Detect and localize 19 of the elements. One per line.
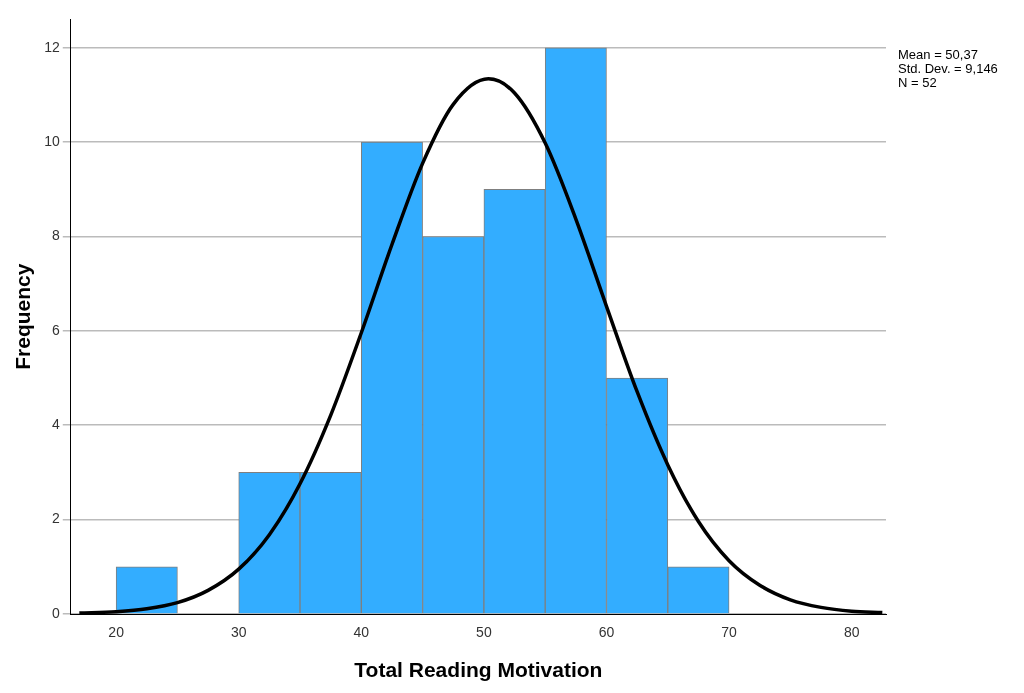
y-tick-label: 8 <box>51 227 60 244</box>
y-tick-label: 0 <box>51 604 60 621</box>
x-tick-label: 60 <box>598 624 615 641</box>
y-tick-label: 6 <box>51 321 60 338</box>
y-axis-title: Frequency <box>11 263 35 370</box>
x-tick-label: 50 <box>476 624 492 641</box>
y-tick-label: 10 <box>44 132 60 149</box>
text: N = 52 <box>898 75 937 91</box>
x-tick-label: 30 <box>230 624 247 641</box>
x-tick-label: 80 <box>843 624 860 641</box>
x-tick-label: 40 <box>353 624 370 641</box>
x-tick-label: 20 <box>108 624 125 641</box>
x-axis-title: Total Reading Motivation <box>354 658 603 682</box>
y-tick-label: 12 <box>44 38 60 55</box>
y-tick-label: 4 <box>51 416 60 433</box>
text: Std. Dev. = 9,146 <box>898 61 998 77</box>
text: Mean = 50,37 <box>898 47 978 63</box>
x-tick-label: 70 <box>721 624 738 641</box>
y-tick-label: 2 <box>51 510 60 527</box>
